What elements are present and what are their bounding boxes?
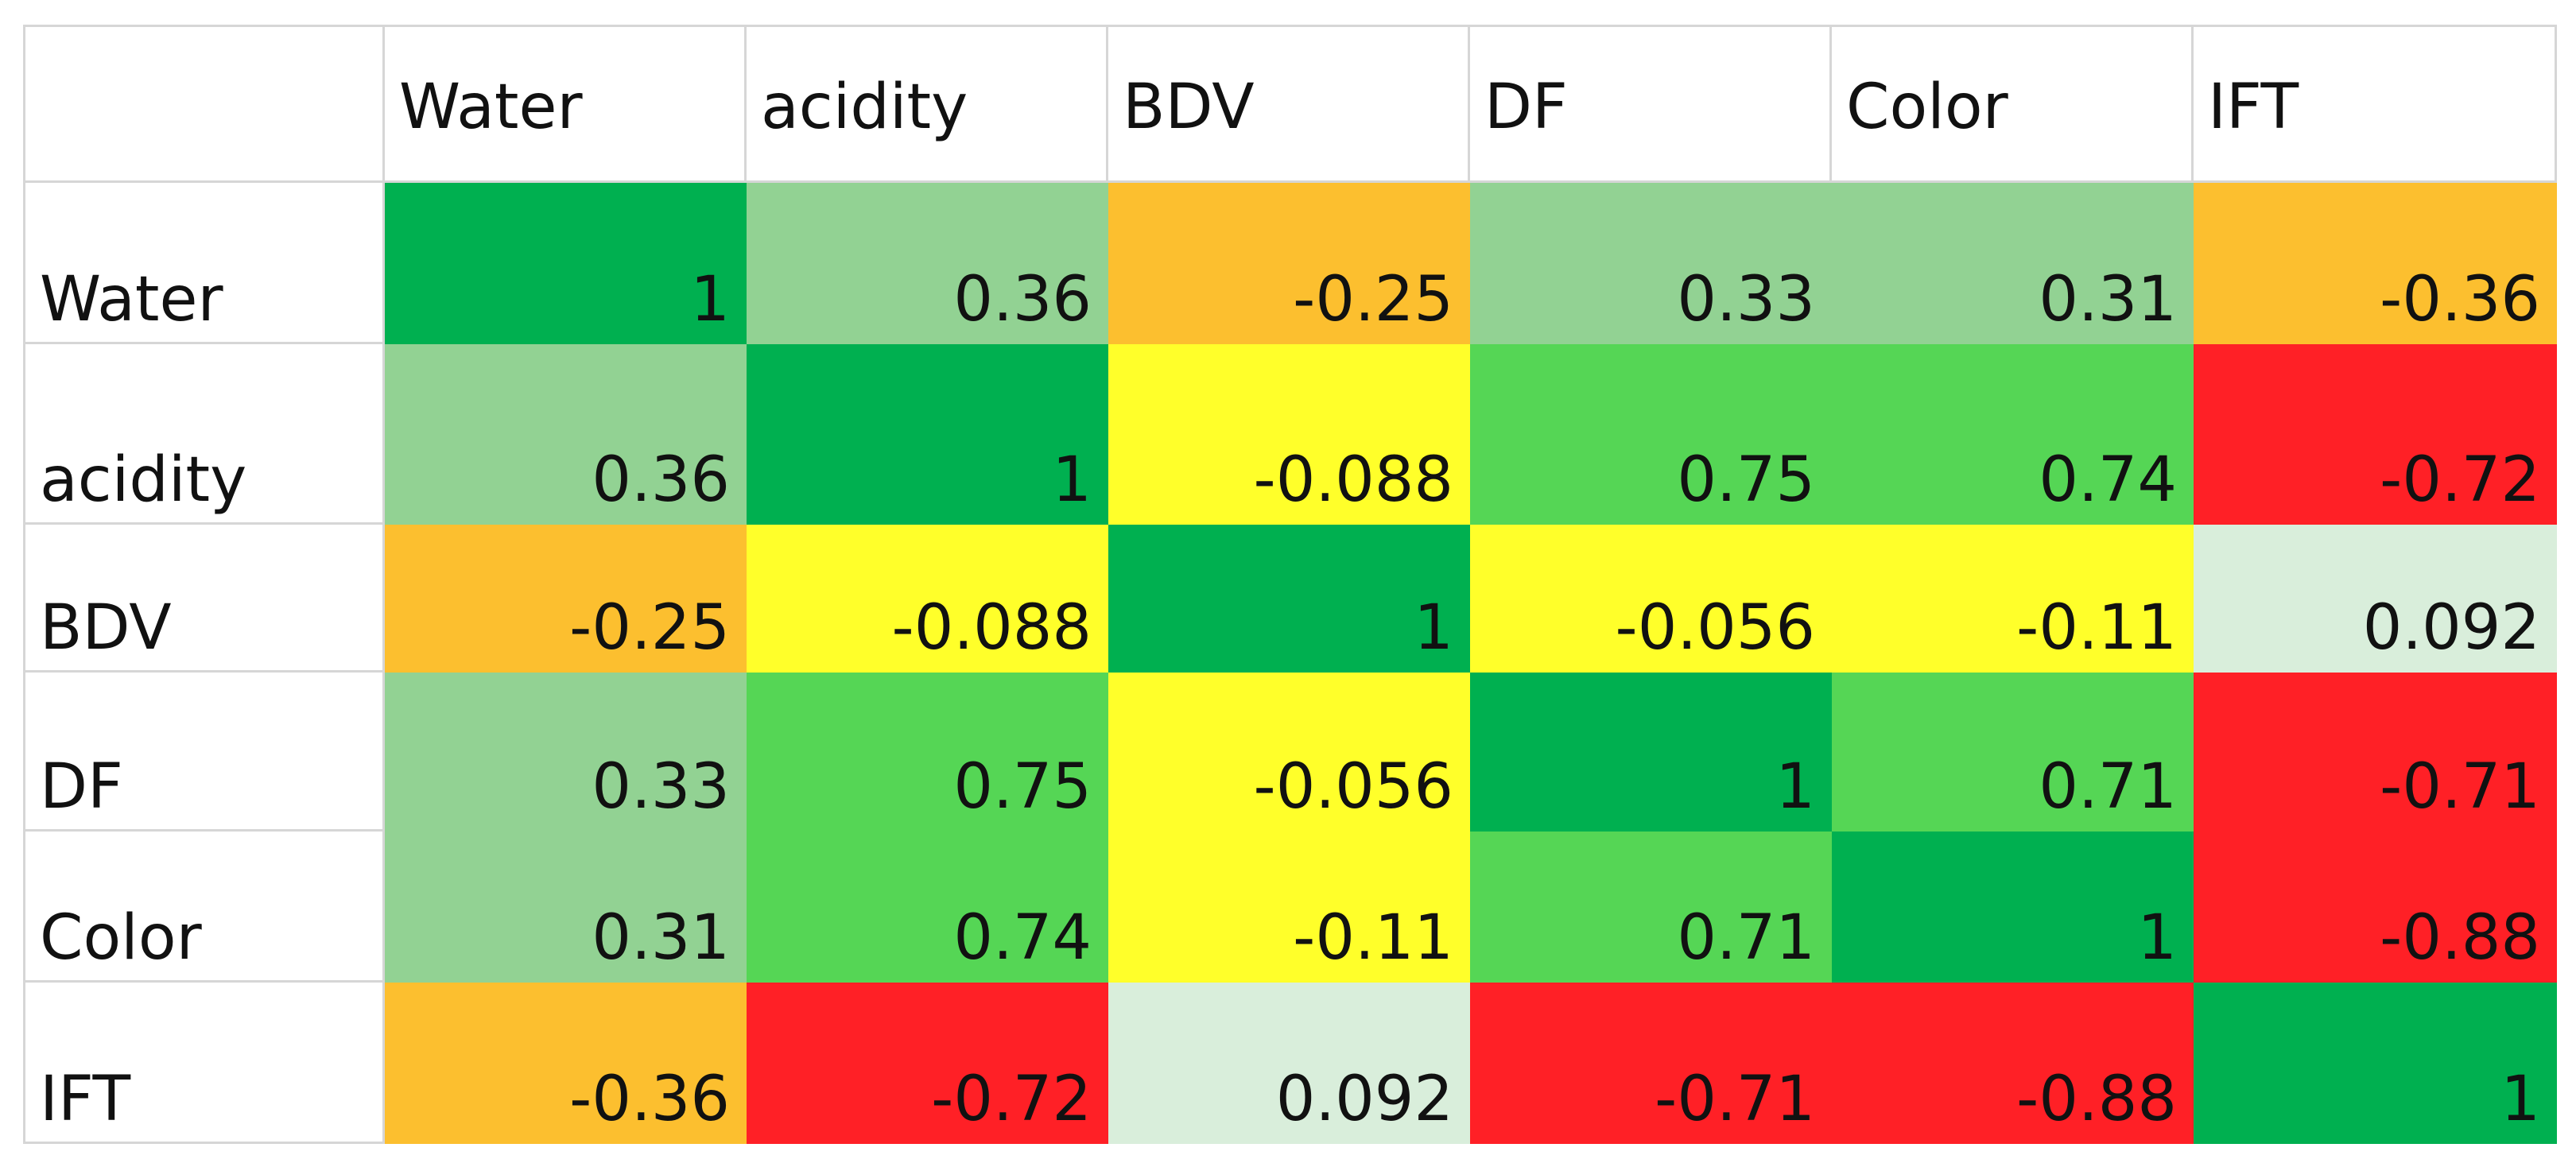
row-label: DF: [23, 670, 385, 832]
value-cell: -0.088: [744, 522, 1108, 673]
value-cell: 1: [744, 342, 1108, 525]
column-header: IFT: [2191, 25, 2557, 183]
value-cell: 0.75: [1468, 342, 1832, 525]
value-cell: 1: [1829, 829, 2194, 983]
header-row: Water acidity BDV DF Color IFT: [23, 25, 2557, 183]
table-row: Water 1 0.36 -0.25 0.33 0.31 -0.36: [23, 180, 2557, 344]
value-cell: 0.33: [1468, 180, 1832, 344]
value-cell: -0.056: [1468, 522, 1832, 673]
value-cell: -0.71: [1468, 980, 1832, 1144]
value-cell: -0.36: [2191, 180, 2557, 344]
row-label: Color: [23, 829, 385, 983]
value-cell: -0.36: [382, 980, 747, 1144]
table-row: DF 0.33 0.75 -0.056 1 0.71 -0.71: [23, 670, 2557, 832]
value-cell: 0.36: [382, 342, 747, 525]
value-cell: 0.092: [2191, 522, 2557, 673]
table-row: IFT -0.36 -0.72 0.092 -0.71 -0.88 1: [23, 980, 2557, 1144]
correlation-table: Water acidity BDV DF Color IFT Water 1 0.36 -0.25…: [23, 25, 2557, 1144]
column-header: acidity: [744, 25, 1108, 183]
table-row: Color 0.31 0.74 -0.11 0.71 1 -0.88: [23, 829, 2557, 983]
column-header: Water: [382, 25, 747, 183]
column-header: DF: [1468, 25, 1832, 183]
value-cell: -0.088: [1106, 342, 1470, 525]
value-cell: -0.88: [1829, 980, 2194, 1144]
table-row: acidity 0.36 1 -0.088 0.75 0.74 -0.72: [23, 342, 2557, 525]
value-cell: -0.11: [1829, 522, 2194, 673]
value-cell: -0.72: [2191, 342, 2557, 525]
row-label: IFT: [23, 980, 385, 1144]
column-header: BDV: [1106, 25, 1470, 183]
table-row: BDV -0.25 -0.088 1 -0.056 -0.11 0.092: [23, 522, 2557, 673]
row-label: BDV: [23, 522, 385, 673]
value-cell: 0.71: [1829, 670, 2194, 832]
corner-cell: [23, 25, 385, 183]
value-cell: 0.31: [1829, 180, 2194, 344]
value-cell: 1: [382, 180, 747, 344]
value-cell: 0.36: [744, 180, 1108, 344]
value-cell: 0.71: [1468, 829, 1832, 983]
value-cell: 0.33: [382, 670, 747, 832]
value-cell: -0.11: [1106, 829, 1470, 983]
value-cell: 1: [1468, 670, 1832, 832]
value-cell: 1: [1106, 522, 1470, 673]
value-cell: 0.092: [1106, 980, 1470, 1144]
value-cell: -0.72: [744, 980, 1108, 1144]
row-label: acidity: [23, 342, 385, 525]
value-cell: 0.74: [744, 829, 1108, 983]
column-header: Color: [1829, 25, 2194, 183]
value-cell: 0.75: [744, 670, 1108, 832]
value-cell: -0.71: [2191, 670, 2557, 832]
value-cell: 1: [2191, 980, 2557, 1144]
value-cell: 0.31: [382, 829, 747, 983]
value-cell: -0.25: [1106, 180, 1470, 344]
row-label: Water: [23, 180, 385, 344]
table-body: Water acidity BDV DF Color IFT Water 1 0.36 -0.25…: [23, 25, 2557, 1144]
value-cell: -0.056: [1106, 670, 1470, 832]
value-cell: 0.74: [1829, 342, 2194, 525]
value-cell: -0.25: [382, 522, 747, 673]
value-cell: -0.88: [2191, 829, 2557, 983]
